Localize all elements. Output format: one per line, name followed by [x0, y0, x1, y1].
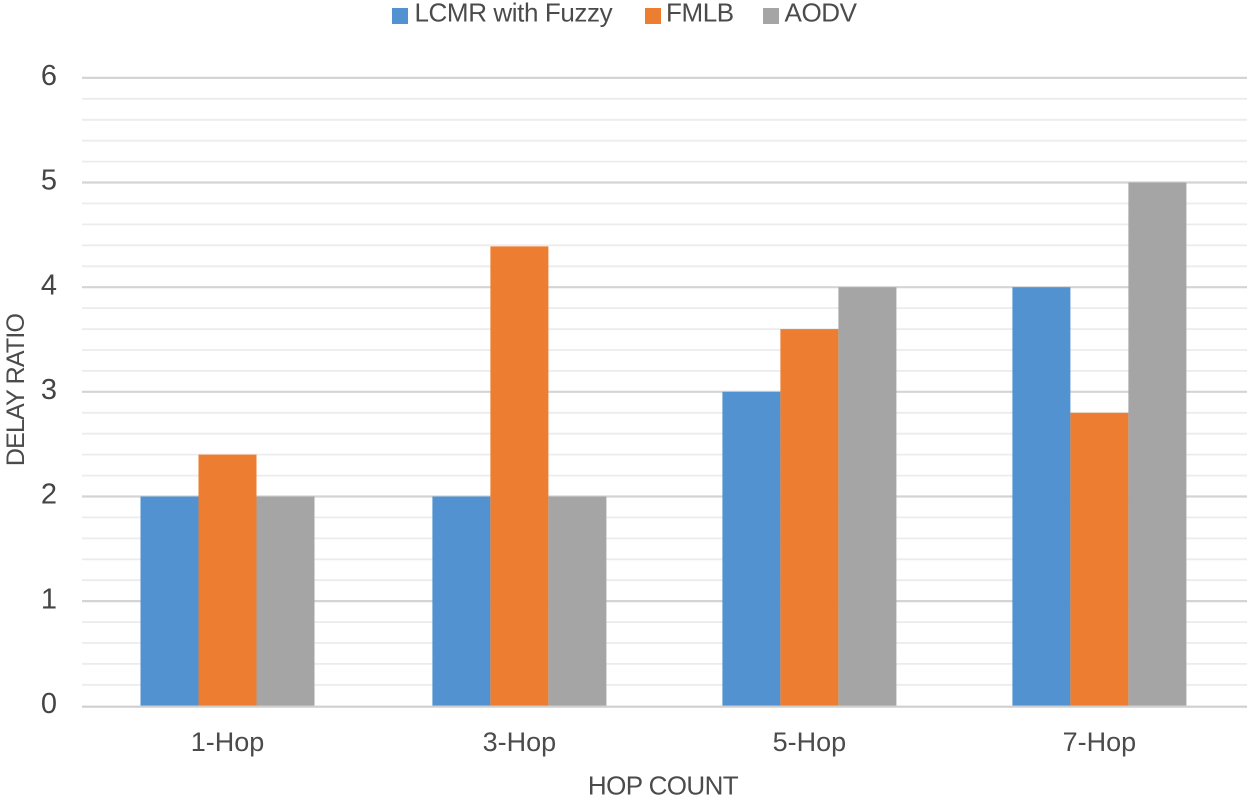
svg-text:1-Hop: 1-Hop — [191, 727, 265, 757]
svg-text:5: 5 — [41, 165, 57, 197]
svg-text:HOP COUNT: HOP COUNT — [588, 770, 739, 800]
svg-text:FMLB: FMLB — [666, 0, 734, 28]
svg-text:7-Hop: 7-Hop — [1063, 727, 1137, 757]
svg-text:4: 4 — [41, 269, 57, 301]
svg-text:3: 3 — [41, 374, 57, 406]
svg-text:6: 6 — [41, 60, 57, 92]
svg-text:AODV: AODV — [785, 0, 858, 28]
svg-text:LCMR with Fuzzy: LCMR with Fuzzy — [415, 0, 613, 28]
svg-text:3-Hop: 3-Hop — [483, 727, 557, 757]
svg-text:0: 0 — [41, 688, 57, 720]
svg-text:5-Hop: 5-Hop — [773, 727, 847, 757]
svg-text:1: 1 — [41, 583, 57, 615]
svg-text:2: 2 — [41, 479, 57, 511]
svg-text:DELAY RATIO: DELAY RATIO — [2, 313, 30, 466]
